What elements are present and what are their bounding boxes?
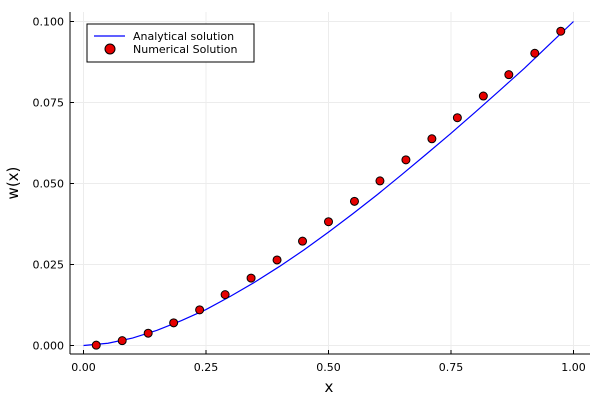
series-layer <box>83 21 574 350</box>
x-tick-label: 0.75 <box>439 361 464 374</box>
y-tick-label: 0.100 <box>33 16 65 29</box>
y-tick-label: 0.050 <box>33 178 65 191</box>
ticks: 0.00 0.25 0.50 0.75 1.00 0.000 0.025 0.050 0.075… <box>33 16 586 375</box>
numerical-solution-point <box>246 273 256 283</box>
numerical-solution-point <box>195 305 205 315</box>
analytical-solution-line <box>83 21 574 347</box>
numerical-solution-point <box>91 340 101 350</box>
y-tick-label: 0.025 <box>33 259 65 272</box>
legend: Analytical solution Numerical Solution <box>86 23 255 63</box>
legend-marker-swatch <box>104 43 116 55</box>
y-tick-label: 0.075 <box>33 97 65 110</box>
numerical-solution-point <box>530 48 540 58</box>
numerical-solution-point <box>478 91 488 101</box>
grid <box>70 12 590 354</box>
numerical-solution-point <box>375 176 385 186</box>
numerical-solution-point <box>298 236 308 246</box>
x-tick-label: 0.00 <box>71 361 96 374</box>
numerical-solution-point <box>272 255 282 265</box>
numerical-solution-point <box>169 318 179 328</box>
y-axis-label: w(x) <box>4 167 22 200</box>
numerical-solution-point <box>427 134 437 144</box>
numerical-solution-point <box>324 217 333 227</box>
numerical-solution-point <box>401 155 411 165</box>
x-tick-label: 1.00 <box>561 361 586 374</box>
legend-label-numerical: Numerical Solution <box>133 43 237 56</box>
numerical-solution-point <box>143 328 153 338</box>
legend-label-analytical: Analytical solution <box>133 30 234 43</box>
legend-box <box>86 23 255 63</box>
numerical-solution-point <box>117 336 127 346</box>
x-tick-label: 0.25 <box>194 361 219 374</box>
y-tick-label: 0.000 <box>33 340 65 353</box>
x-tick-label: 0.50 <box>316 361 341 374</box>
numerical-solution-point <box>504 70 514 80</box>
numerical-solution-point <box>556 26 566 36</box>
numerical-solution-point <box>220 290 230 300</box>
x-axis-label: x <box>325 378 334 396</box>
numerical-solution-point <box>452 113 462 123</box>
numerical-solution-point <box>349 196 359 206</box>
